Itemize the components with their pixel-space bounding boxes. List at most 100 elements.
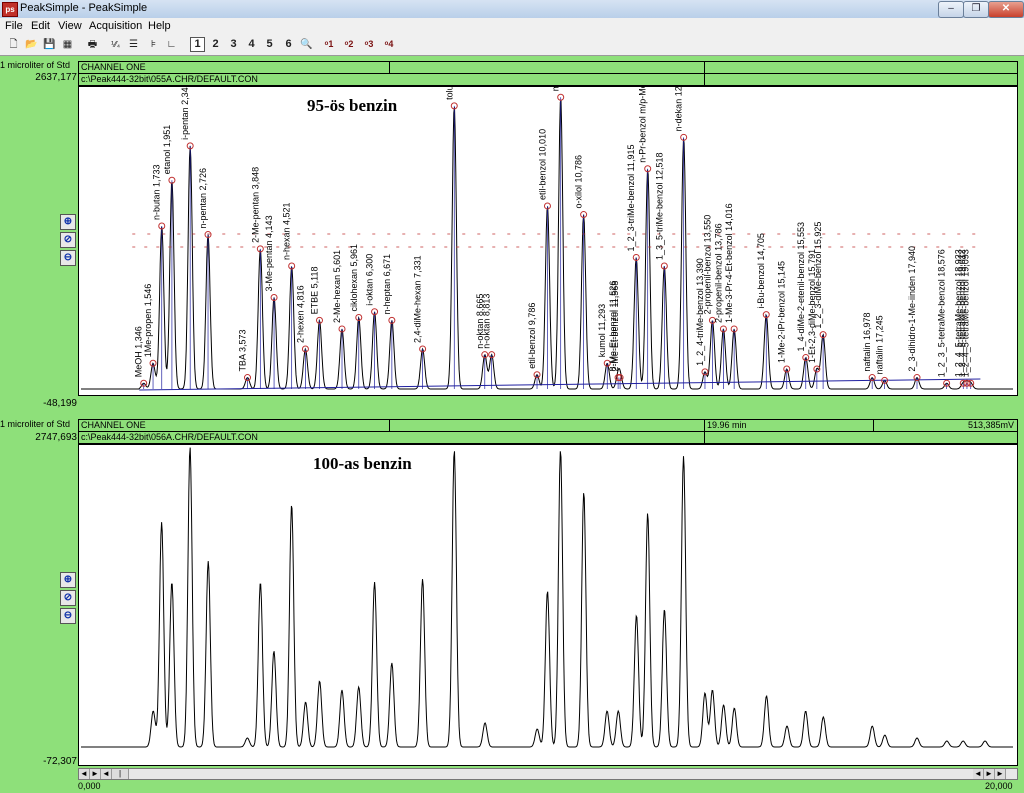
zoom-out-icon[interactable]: ⊖	[60, 608, 76, 624]
scroll-thumb[interactable]: |	[112, 769, 129, 779]
scroll-right-end-icon[interactable]: ►	[984, 769, 995, 779]
panel1-chromatogram: 95-ös benzin MeOH 1,346 1Me-propen 1,546 n-…	[81, 87, 1013, 391]
detector-button-4[interactable]: ᵒ4	[384, 39, 394, 49]
component-table-icon[interactable]: ⊧	[150, 39, 157, 50]
peak-marker	[488, 351, 496, 359]
peak-label: o-xilol 10,786	[574, 155, 584, 209]
channel-button-5[interactable]: 5	[266, 38, 273, 50]
peak-marker	[913, 374, 921, 382]
scroll-left-end-icon[interactable]: ◄	[973, 769, 984, 779]
menu-help[interactable]: Help	[148, 20, 171, 32]
peak-label: 2-propenil-benzol 13,786	[713, 223, 723, 323]
peak-marker	[701, 368, 709, 376]
svg1-annotation: 95-ös benzin	[307, 96, 398, 115]
channel-button-3[interactable]: 3	[230, 38, 237, 50]
panel2-y-min: -72,307	[43, 756, 77, 767]
panel2-y-max: 2747,693	[35, 432, 77, 443]
peaksimple-app-icon[interactable]: ps	[2, 2, 18, 17]
peak-label: kumol 11,293	[597, 304, 607, 357]
panel2-chromatogram: 100-as benzin	[81, 447, 1013, 748]
peak-marker	[557, 93, 565, 101]
peak-marker	[244, 374, 252, 382]
minimize-button[interactable]: –	[938, 1, 964, 18]
scroll-right-far-icon[interactable]: ►	[995, 769, 1006, 779]
axis-icon[interactable]: ∟	[166, 39, 177, 50]
scroll-right-small-icon[interactable]: ►	[90, 769, 101, 779]
menu-acquisition[interactable]: Acquisition	[89, 20, 143, 32]
menu-edit[interactable]: Edit	[31, 20, 50, 32]
print-icon[interactable]: 🖶	[87, 39, 98, 50]
peak-label: 1_2_4_5-tetraMe-benzol 19,093	[961, 249, 971, 377]
zoom-in-icon[interactable]: ⊕	[60, 214, 76, 230]
peak-label: n-oktan 8,813	[482, 294, 492, 349]
peak-label: n-dekan 12,933	[674, 87, 684, 131]
open-folder-icon[interactable]: 📂	[25, 39, 38, 50]
detector-button-2[interactable]: ᵒ2	[344, 39, 354, 49]
x-axis-max: 20,000	[985, 781, 1013, 791]
peak-label: 2-hexen 4,816	[295, 285, 305, 343]
channel-button-6[interactable]: 6	[285, 38, 292, 50]
magnifier-icon[interactable]: 🔍	[300, 39, 313, 50]
panel1-y-label: 1 microliter of Std	[0, 60, 71, 70]
maximize-button[interactable]: ❐	[963, 1, 989, 18]
peak-marker	[614, 374, 622, 382]
scroll-left-far-icon[interactable]: ◄	[79, 769, 90, 779]
peak-marker	[660, 262, 668, 270]
panel2-file-path: c:\Peak444-32bit\056A.CHR/DEFAULT.CON	[78, 431, 705, 444]
panel1-file-right	[704, 73, 1018, 86]
window-titlebar: ps PeakSimple - PeakSimple – ❐ ✕	[0, 0, 1024, 19]
peak-label: 1_2_4_5-tetraMe-benzol 18,933	[953, 249, 963, 377]
peak-marker	[762, 311, 770, 319]
menu-view[interactable]: View	[58, 20, 82, 32]
peak-marker	[481, 351, 489, 359]
peak-marker	[632, 253, 640, 261]
peak-label: 1-Me-2-iPr-benzol 15,145	[777, 261, 787, 363]
close-button[interactable]: ✕	[988, 1, 1024, 18]
panel1-plot[interactable]: 95-ös benzin MeOH 1,346 1Me-propen 1,546 n-…	[78, 86, 1018, 396]
zoom-in-icon[interactable]: ⊕	[60, 572, 76, 588]
peak-marker	[204, 231, 212, 239]
peak-label: m,p-xilol 10,294	[551, 87, 561, 91]
channel-button-4[interactable]: 4	[248, 38, 255, 50]
peak-marker	[158, 222, 166, 230]
peak-marker	[186, 142, 194, 150]
new-file-icon[interactable]: 🗋	[9, 39, 18, 50]
peak-label: n-pentan 2,726	[198, 168, 208, 229]
peak-label: n-oktan 8,665	[475, 294, 485, 349]
peak-label: naftalin 17,245	[875, 315, 885, 374]
scroll-left-small-icon[interactable]: ◄	[101, 769, 112, 779]
peak-marker	[730, 325, 738, 333]
integration-icon[interactable]: ⅟⁄₄	[110, 40, 121, 49]
panel2-plot[interactable]: 100-as benzin	[78, 444, 1018, 766]
zoom-reset-icon[interactable]: ⊘	[60, 590, 76, 606]
zoom-reset-icon[interactable]: ⊘	[60, 232, 76, 248]
peak-marker	[959, 379, 967, 387]
peak-label: 1_2_3-diMe-benzol 15,925	[813, 222, 823, 329]
panel2-y-label: 1 microliter of Std	[0, 419, 71, 429]
menu-file[interactable]: File	[5, 20, 23, 32]
channel-button-1[interactable]: 1	[190, 37, 205, 52]
report-icon[interactable]: ☰	[129, 39, 138, 50]
peak-label: 1_3_5-triMe-benzol 12,518	[654, 152, 664, 260]
peak-label: naftalin 16,978	[862, 312, 872, 371]
save-all-icon[interactable]: ▦	[62, 39, 73, 50]
channel-button-2[interactable]: 2	[212, 38, 219, 50]
peak-marker	[680, 133, 688, 141]
menu-bar: File Edit View Acquisition Help	[0, 18, 1024, 35]
save-icon[interactable]: 💾	[43, 39, 56, 50]
detector-button-3[interactable]: ᵒ3	[364, 39, 374, 49]
panel1-y-max: 2637,177	[35, 72, 77, 83]
peak-label: MeOH 1,346	[134, 326, 144, 377]
peak-label: i-Bu-benzol 14,705	[756, 233, 766, 309]
zoom-out-icon[interactable]: ⊖	[60, 250, 76, 266]
detector-button-1[interactable]: ᵒ1	[324, 39, 334, 49]
svg2-signal-line	[81, 447, 1013, 748]
peak-label: 2-propenil-benzol 13,550	[702, 215, 712, 315]
peak-marker	[963, 379, 971, 387]
peak-marker	[719, 325, 727, 333]
peak-label: 2-Me-pentan 3,848	[250, 167, 260, 243]
horizontal-scrollbar[interactable]: ◄ ► ◄ | ◄ ► ►	[78, 768, 1018, 780]
peak-label: etil-benzol 9,786	[527, 303, 537, 369]
peak-marker	[533, 371, 541, 379]
panel1-y-min: -48,199	[43, 398, 77, 409]
